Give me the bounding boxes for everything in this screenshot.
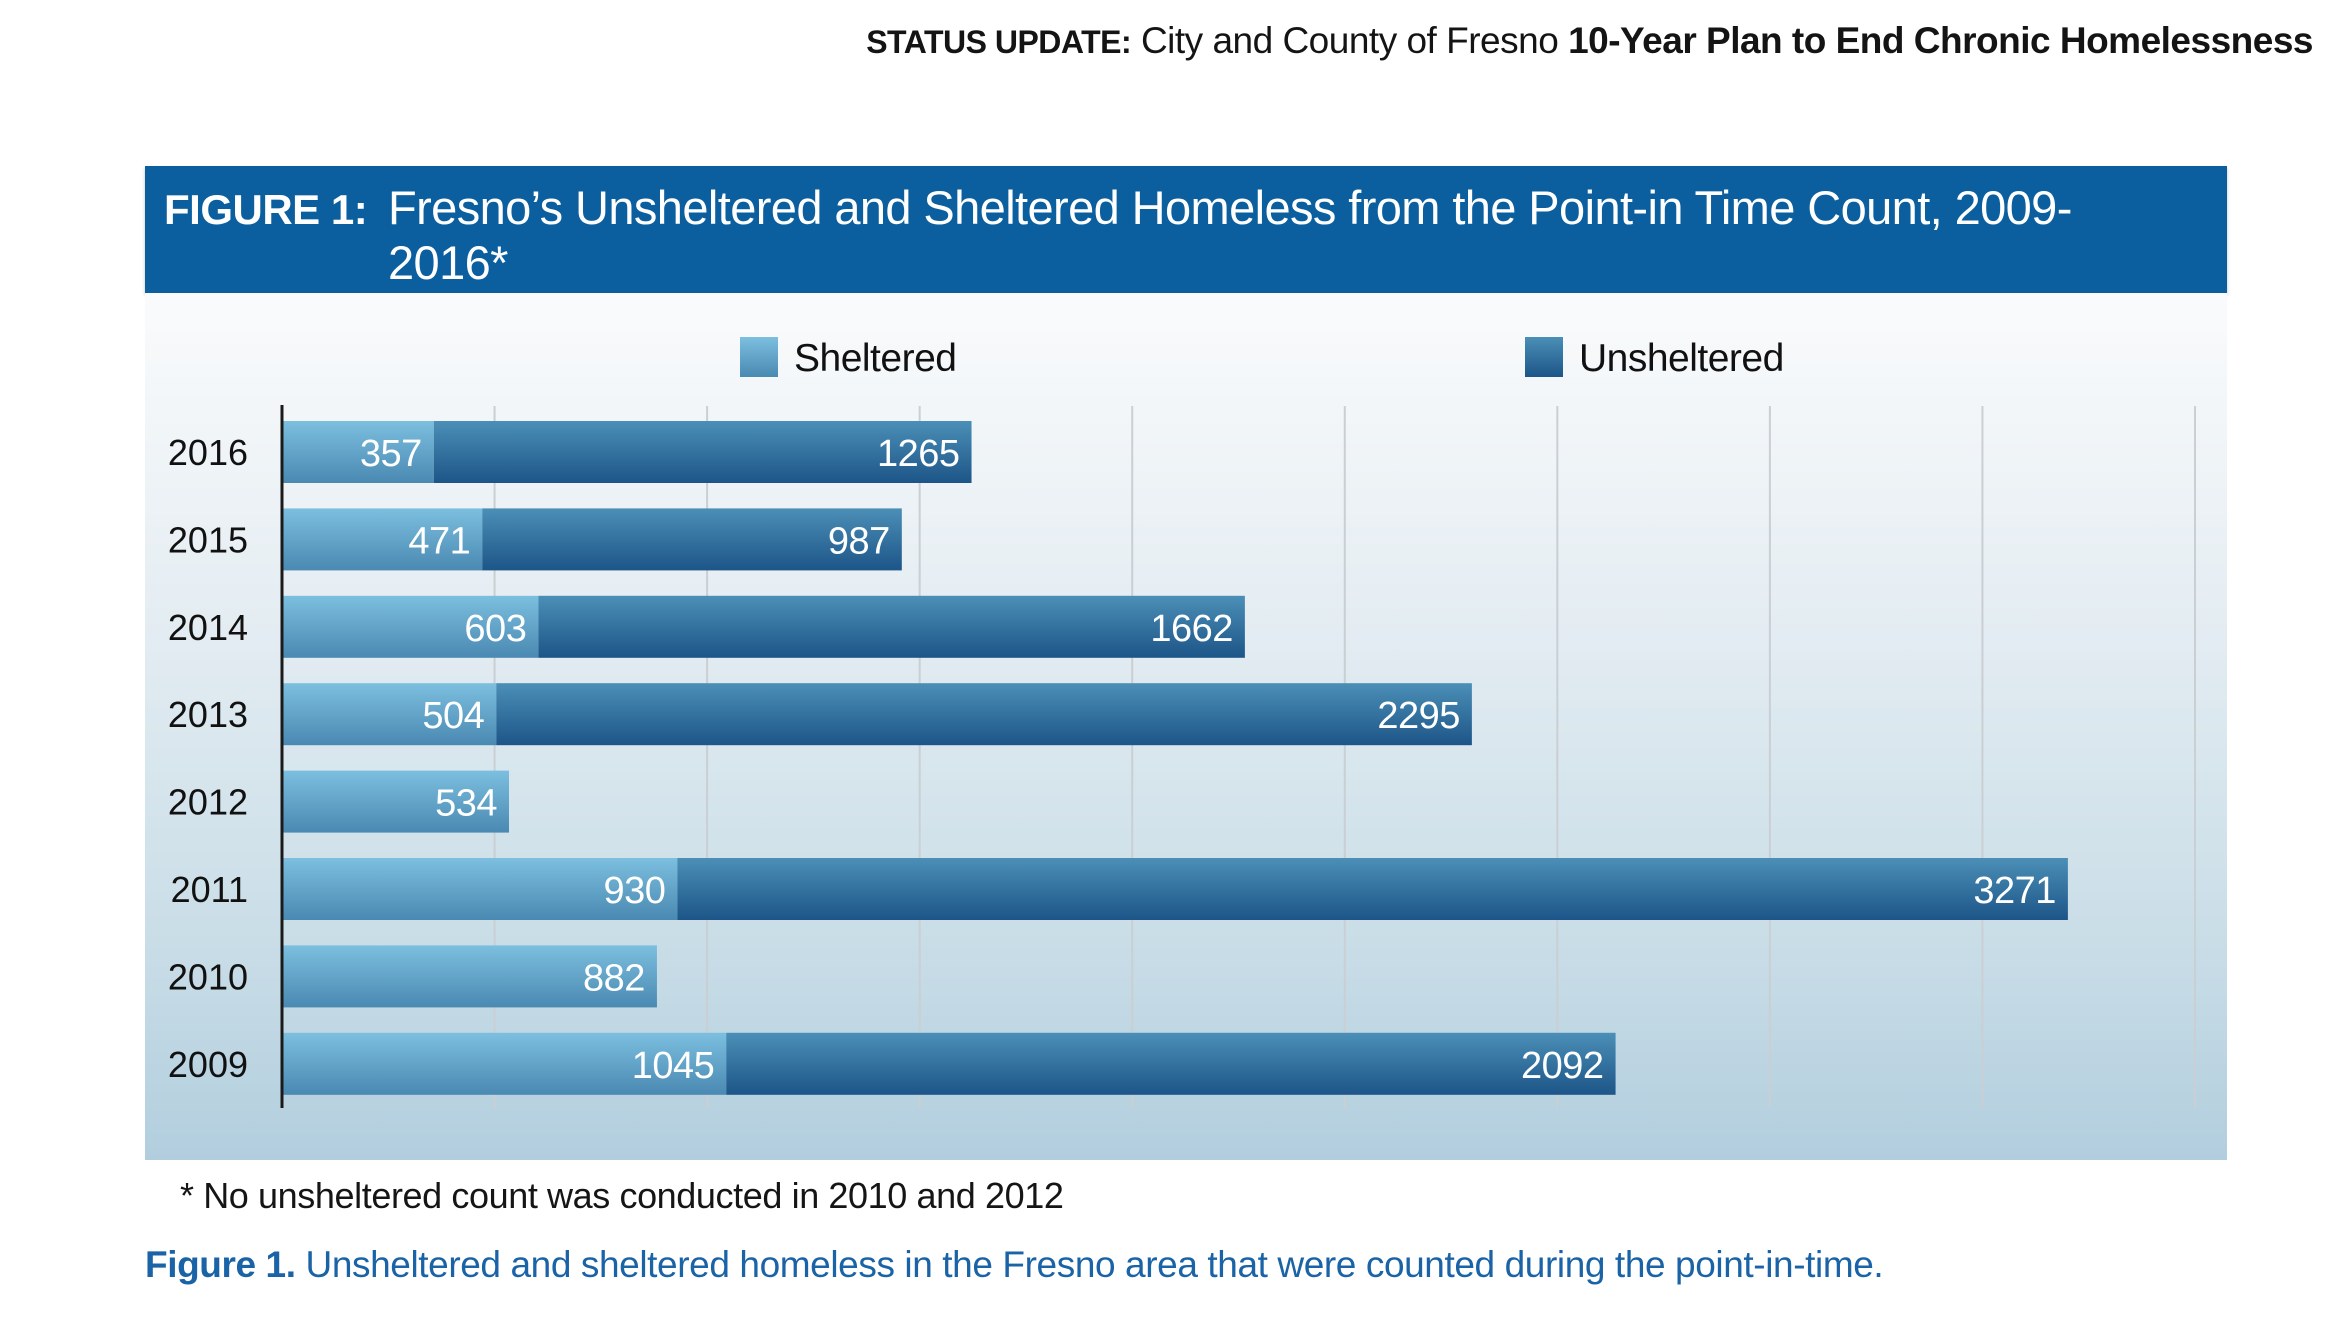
data-label: 987 [828, 520, 890, 562]
running-head-plan-title: 10-Year Plan to End Chronic Homelessness [1568, 20, 2313, 61]
running-head-lead: STATUS UPDATE: [866, 24, 1132, 60]
data-label: 534 [435, 783, 497, 825]
data-label: 357 [360, 433, 422, 475]
bar-segment-unsheltered [496, 683, 1472, 746]
bar-segment-sheltered [282, 945, 657, 1008]
figure-title: Fresno’s Unsheltered and Sheltered Homel… [388, 181, 2072, 289]
category-label: 2015 [168, 519, 248, 560]
legend-swatch-sheltered [740, 337, 778, 377]
bar-segment-sheltered [282, 858, 678, 920]
data-label: 603 [464, 608, 526, 650]
bar-segment-unsheltered [726, 1032, 1616, 1095]
data-label: 471 [408, 520, 470, 562]
bar-segment-sheltered [282, 421, 434, 483]
legend-swatch-unsheltered [1525, 337, 1563, 377]
legend-label-unsheltered: Unsheltered [1579, 337, 1784, 380]
bar-chart: Sheltered Unsheltered 357 1265 471 987 603 166… [168, 337, 2196, 1108]
category-label: 2011 [171, 869, 248, 910]
legend: Sheltered Unsheltered [740, 337, 1784, 380]
bar-segment-unsheltered [538, 595, 1245, 658]
bar-segment-unsheltered [677, 858, 2068, 920]
bar-segment-sheltered [282, 770, 510, 833]
bar-segment-unsheltered [433, 421, 972, 483]
data-label: 3271 [1973, 870, 2056, 912]
data-label: 2295 [1377, 695, 1460, 737]
footnote: * No unsheltered count was conducted in … [180, 1175, 1064, 1216]
figure-caption: Figure 1. Unsheltered and sheltered home… [145, 1244, 1884, 1286]
data-label: 1662 [1150, 608, 1233, 650]
category-label: 2009 [168, 1044, 248, 1085]
running-head: STATUS UPDATE: City and County of Fresno… [866, 20, 2313, 62]
category-label: 2012 [168, 782, 248, 823]
chart-panel: Sheltered Unsheltered 357 1265 471 987 603 166… [145, 293, 2227, 1160]
figure-title-band: FIGURE 1: Fresno’s Unsheltered and Shelt… [145, 166, 2227, 293]
bar-segment-unsheltered [482, 508, 902, 571]
bar-segment-sheltered [282, 683, 497, 746]
category-label: 2013 [168, 694, 248, 735]
bar-segment-sheltered [282, 1032, 727, 1095]
legend-label-sheltered: Sheltered [794, 337, 956, 380]
category-labels: 2016 2015 2014 2013 2012 2011 2010 2009 [168, 432, 248, 1085]
bars: 357 1265 471 987 603 1662 504 2295 534 930 3271 882… [282, 421, 2068, 1095]
data-label: 1045 [632, 1045, 715, 1087]
category-label: 2010 [168, 956, 248, 997]
category-label: 2014 [168, 607, 248, 648]
data-label: 504 [422, 695, 484, 737]
data-label: 1265 [877, 433, 960, 475]
data-label: 882 [583, 957, 645, 999]
figure-label: FIGURE 1: [164, 186, 368, 233]
bar-segment-sheltered [282, 595, 539, 658]
running-head-middle: City and County of Fresno [1140, 20, 1559, 61]
data-label: 930 [603, 870, 665, 912]
caption-label: Figure 1. [145, 1244, 296, 1285]
data-label: 2092 [1521, 1045, 1604, 1087]
caption-text: Unsheltered and sheltered homeless in th… [305, 1244, 1884, 1285]
category-label: 2016 [168, 432, 248, 473]
bar-segment-sheltered [282, 508, 483, 571]
